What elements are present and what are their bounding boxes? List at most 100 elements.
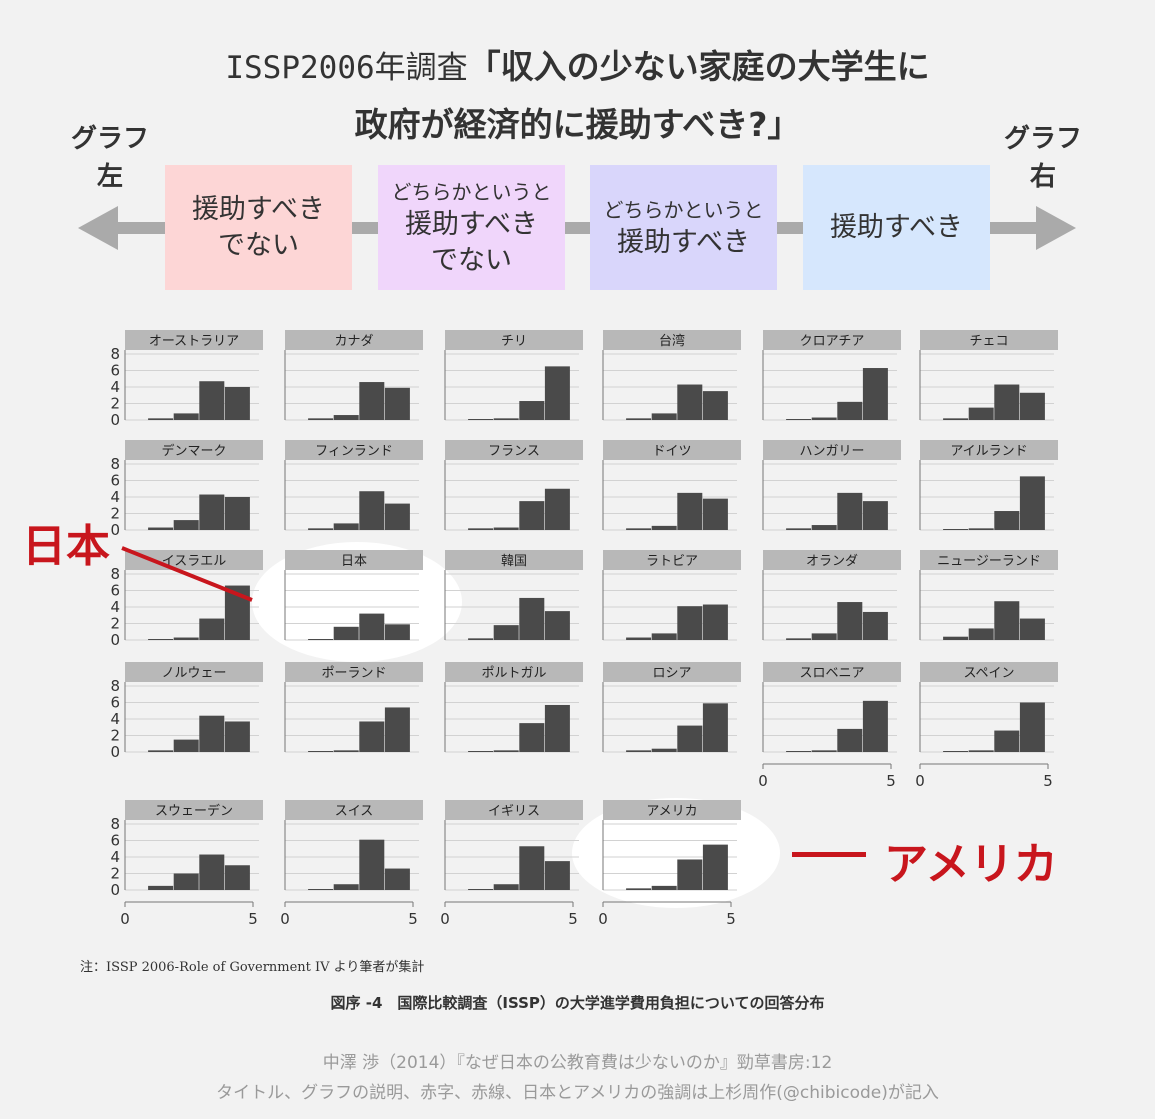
panel-country-name: デンマーク	[161, 443, 226, 459]
bar	[811, 750, 837, 752]
bar	[148, 418, 174, 420]
y-tick-label: 4	[110, 378, 120, 396]
country-panel: オランダ	[762, 550, 901, 641]
panel-country-name: イギリス	[488, 804, 540, 819]
bar	[837, 401, 863, 420]
country-panel: カナダ	[284, 330, 423, 421]
bar	[626, 528, 652, 530]
bar	[702, 703, 728, 752]
bar	[519, 723, 545, 752]
panel-country-name: 韓国	[501, 554, 527, 569]
panel-title-band	[763, 330, 901, 350]
bar	[968, 628, 994, 640]
panel-country-name: ノルウェー	[161, 666, 226, 681]
country-panel: 韓国	[444, 550, 583, 641]
bar	[1019, 476, 1045, 530]
bar	[837, 492, 863, 530]
bar	[811, 525, 837, 530]
country-panel: スイス 0 5	[280, 800, 423, 928]
bar	[173, 520, 199, 530]
bar	[811, 633, 837, 640]
country-panel: スロベニア 0 5	[758, 662, 901, 790]
bar	[468, 889, 494, 890]
panel-country-name: スウェーデン	[155, 803, 233, 819]
bar	[384, 707, 410, 752]
chart-title-line2: 政府が経済的に援助すべき?」	[354, 105, 801, 144]
y-tick-label: 0	[110, 631, 120, 649]
bar	[333, 415, 359, 420]
y-tick-label: 6	[110, 472, 120, 490]
bar	[308, 889, 334, 890]
bar	[384, 387, 410, 420]
panel-country-name: 日本	[341, 554, 367, 569]
bar	[943, 636, 969, 640]
panel-title-band	[603, 550, 741, 570]
country-panel: クロアチア	[762, 330, 901, 421]
bar	[651, 413, 677, 420]
citation-line: 中澤 渉（2014）『なぜ日本の公教育費は少ないのか』勁草書房:12	[322, 1053, 833, 1073]
panel-title-band	[125, 440, 263, 460]
bar	[148, 527, 174, 530]
bar	[199, 854, 225, 890]
panel-title-band	[920, 440, 1058, 460]
panel-country-name: チェコ	[969, 334, 1008, 349]
panel-country-name: 台湾	[659, 333, 685, 349]
usa-highlight-dash	[792, 852, 866, 857]
graph-left-label: グラフ 左	[60, 120, 160, 196]
panel-title-band	[763, 662, 901, 682]
category-box-rather-not-support: どちらかというと 援助すべき でない	[378, 165, 565, 290]
panel-country-name: ラトビア	[646, 554, 698, 569]
country-panel: ハンガリー	[762, 440, 901, 531]
panel-country-name: ニュージーランド	[937, 554, 1041, 569]
bar	[1019, 392, 1045, 420]
country-panel: ポーランド	[284, 662, 423, 753]
bar	[943, 529, 969, 530]
country-panel: ニュージーランド	[919, 550, 1058, 641]
panel-title-band	[285, 330, 423, 350]
bar	[677, 859, 703, 890]
bar	[519, 501, 545, 530]
country-panel: チリ	[444, 330, 583, 421]
panel-country-name: オーストラリア	[149, 334, 239, 349]
country-panel: 日本	[284, 550, 423, 641]
bar	[468, 751, 494, 752]
bar	[333, 626, 359, 640]
bar	[651, 633, 677, 640]
bar	[862, 611, 888, 640]
y-tick-label: 8	[110, 565, 120, 583]
y-tick-label: 6	[110, 694, 120, 712]
bar	[384, 503, 410, 530]
bar	[651, 525, 677, 530]
bar	[199, 494, 225, 530]
panel-country-name: ドイツ	[652, 444, 691, 459]
bar	[702, 391, 728, 420]
bar	[968, 528, 994, 530]
panel-country-name: ロシア	[652, 666, 691, 681]
category-label-line2: でない	[218, 229, 299, 261]
panel-country-name: クロアチア	[800, 334, 865, 349]
bar	[333, 523, 359, 530]
panel-country-name: ハンガリー	[799, 444, 864, 459]
bar	[811, 417, 837, 420]
bar	[173, 637, 199, 640]
panel-country-name: カナダ	[334, 334, 373, 349]
bar	[359, 382, 385, 420]
bar	[308, 528, 334, 530]
bar	[384, 624, 410, 640]
panel-title-band	[603, 330, 741, 350]
panel-country-name: フィンランド	[315, 444, 393, 459]
panel-title-band	[125, 330, 263, 350]
y-tick-label: 2	[110, 615, 120, 633]
panel-title-band	[763, 440, 901, 460]
country-panel: アイルランド	[919, 440, 1058, 531]
bar	[702, 498, 728, 530]
category-box-rather-support: どちらかというと 援助すべき	[590, 165, 777, 290]
bar	[994, 511, 1020, 530]
bar	[468, 528, 494, 530]
country-panel: イギリス 0 5	[440, 800, 583, 928]
bar	[468, 419, 494, 420]
bar	[359, 613, 385, 640]
